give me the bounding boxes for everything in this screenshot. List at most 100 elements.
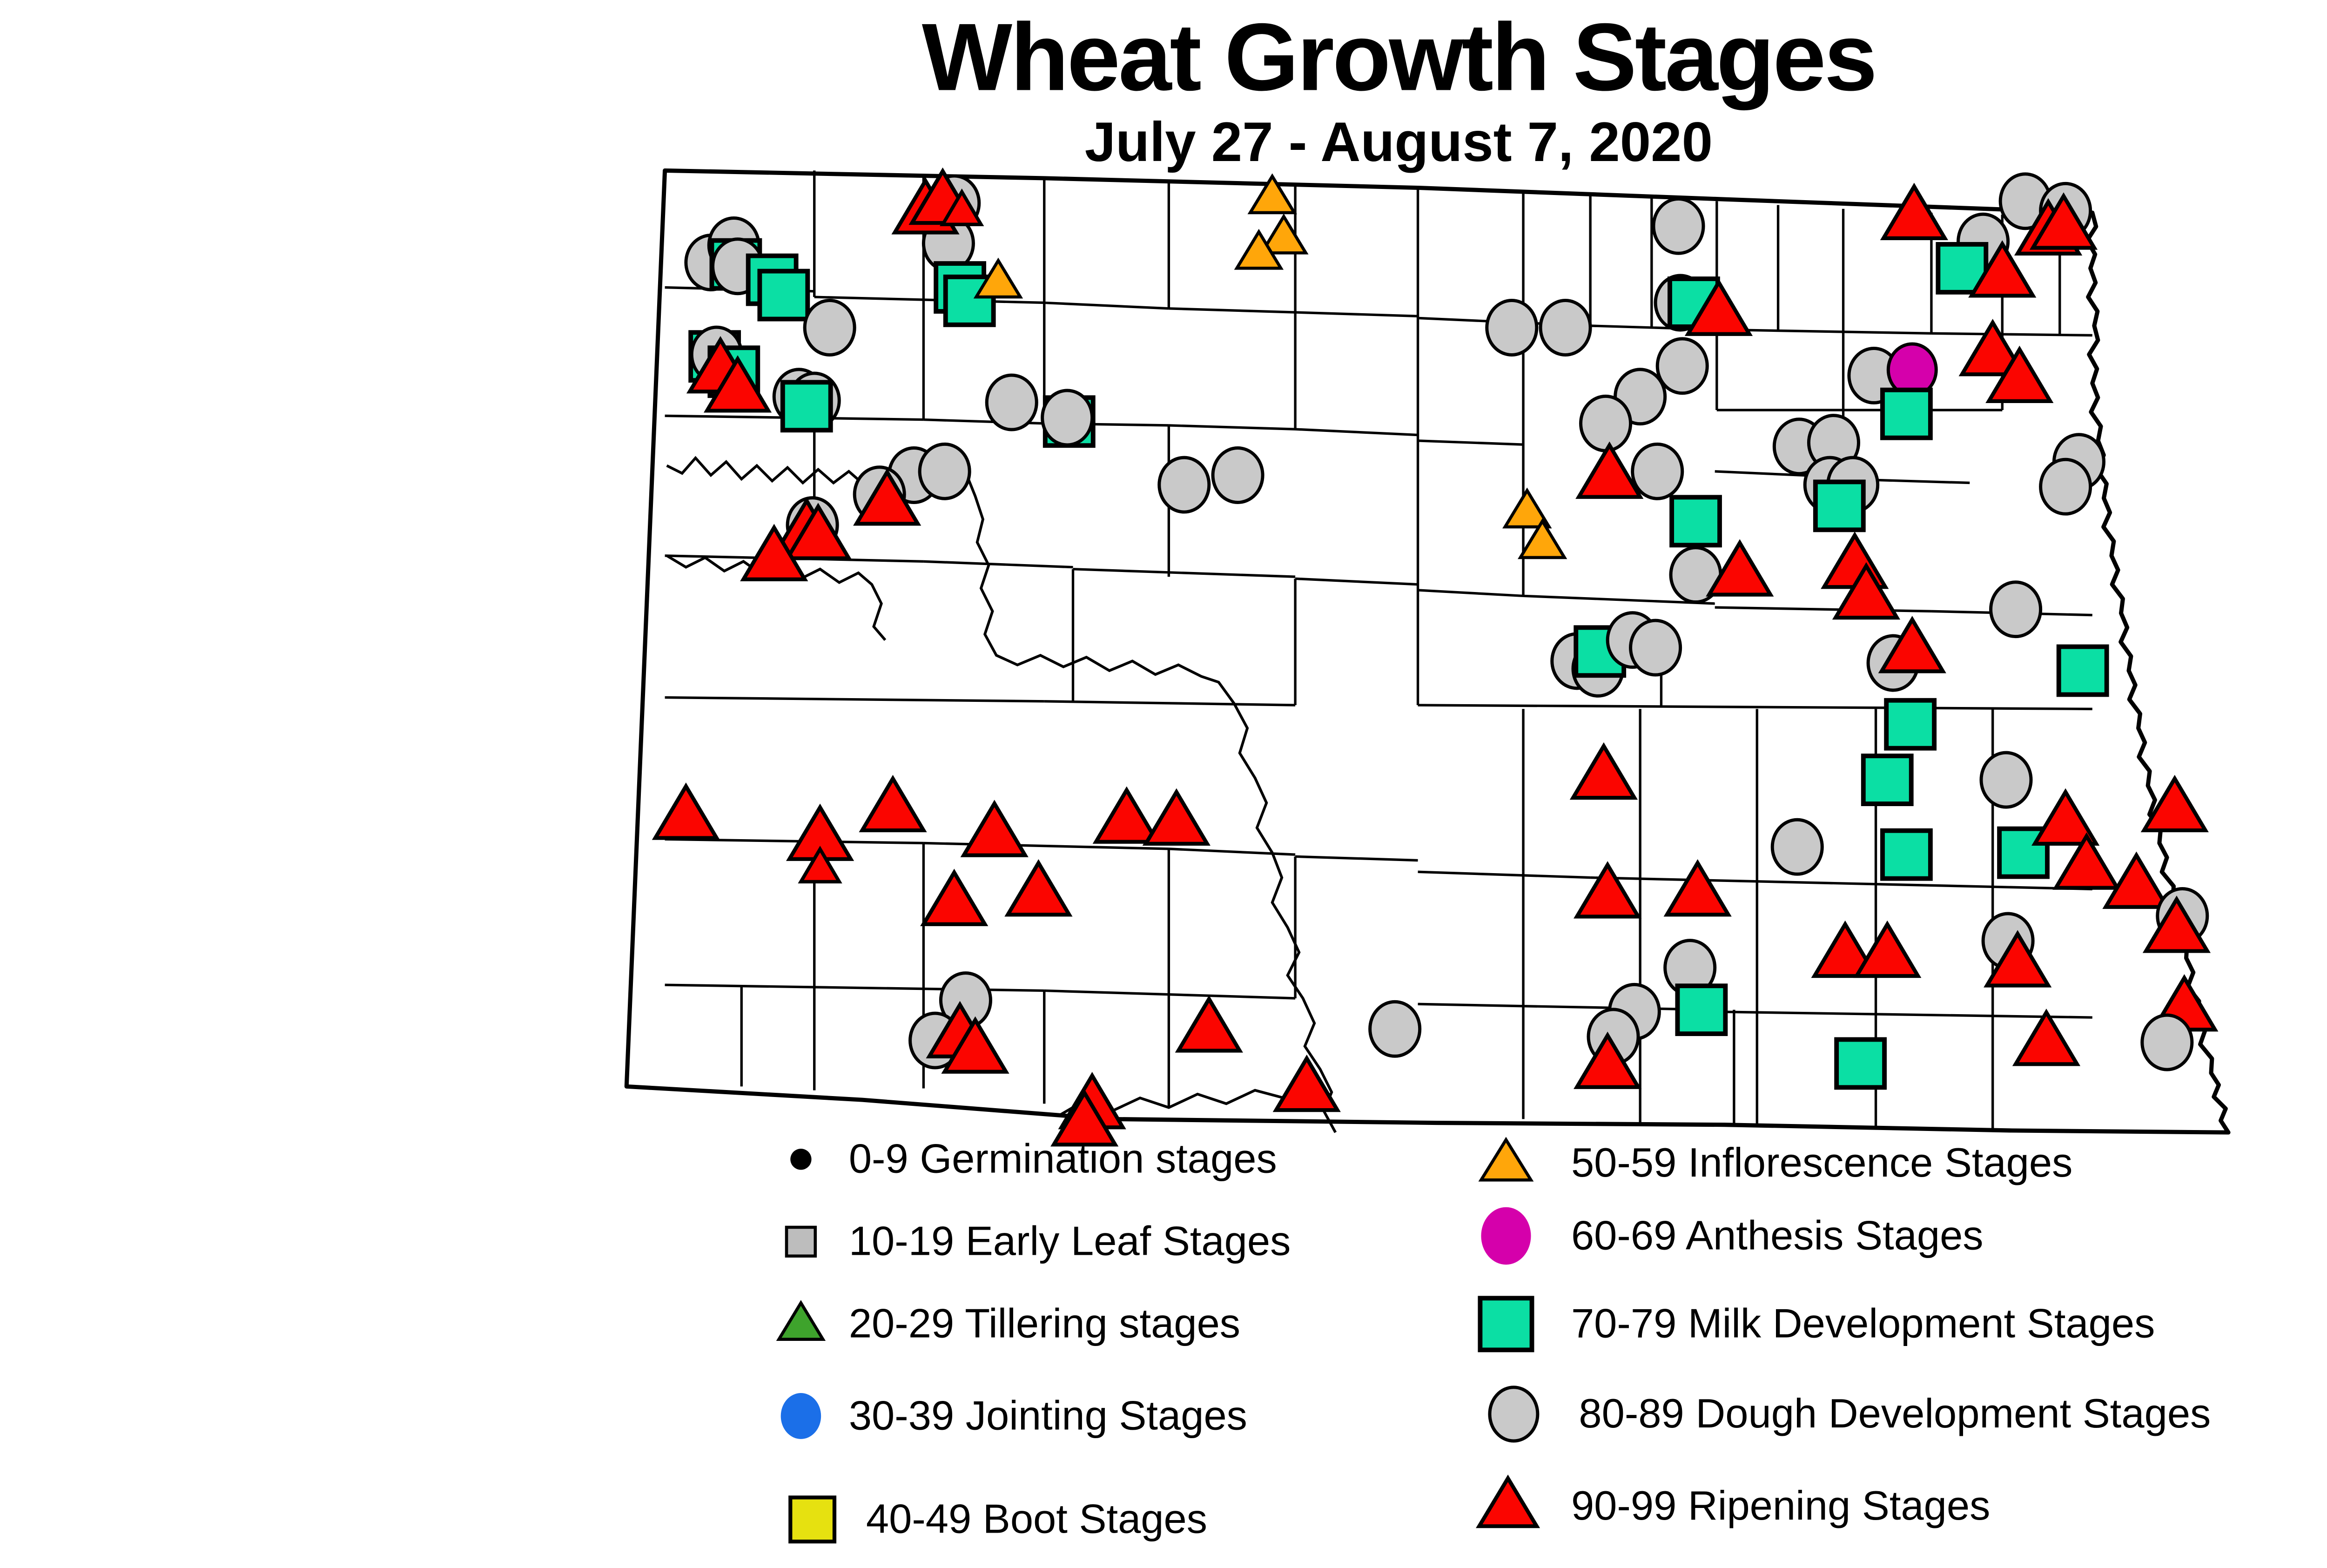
ripening-triangle-small-marker <box>940 188 984 226</box>
ripening-triangle-marker <box>784 503 853 560</box>
ripening-triangle-marker <box>1984 930 2052 988</box>
dough-circle-marker <box>1979 751 2033 809</box>
ripening-triangle-marker <box>1004 859 1073 917</box>
legend-markers <box>776 1137 1540 1544</box>
milk-square-marker <box>1675 983 1728 1036</box>
ripening-triangle-marker <box>1050 1089 1119 1147</box>
legend-anthesis-circle-icon <box>1481 1207 1531 1265</box>
ripening-triangle-marker <box>2029 192 2098 250</box>
ripening-triangle-marker <box>1684 278 1753 336</box>
ripening-triangle-marker <box>1985 345 2054 403</box>
ripening-triangle-marker <box>1575 441 1644 499</box>
legend-ripening-triangle-icon <box>1476 1474 1540 1528</box>
dough-circle-marker <box>2140 1013 2194 1071</box>
dough-circle-marker <box>1579 394 1633 452</box>
ripening-triangle-marker <box>1958 318 2027 377</box>
milk-square-marker <box>1861 754 1914 807</box>
inflorescence-triangle-marker <box>1517 518 1567 559</box>
ripening-triangle-marker <box>960 800 1029 857</box>
growth-stage-markers <box>652 167 2219 1147</box>
ripening-triangle-marker <box>2031 788 2100 846</box>
ripening-triangle-marker <box>1092 786 1161 844</box>
ripening-triangle-marker <box>1574 1031 1642 1089</box>
ripening-triangle-marker <box>1968 240 2037 298</box>
inflorescence-triangle-marker <box>1247 173 1297 215</box>
ripening-triangle-marker <box>1853 920 1922 978</box>
legend-label-germination: 0-9 Germination stages <box>849 1136 1277 1182</box>
ripening-triangle-marker <box>652 782 720 840</box>
legend-label-milk: 70-79 Milk Development Stages <box>1571 1300 2155 1346</box>
ripening-triangle-marker <box>1569 742 1638 800</box>
inflorescence-triangle-marker <box>973 257 1023 299</box>
dough-circle-marker <box>1211 446 1264 504</box>
ripening-triangle-small-marker <box>798 846 842 884</box>
legend-label-boot: 40-49 Boot Stages <box>866 1496 1207 1542</box>
dough-circle-marker <box>803 299 856 357</box>
date-range-subtitle: July 27 - August 7, 2020 <box>1084 112 1713 174</box>
legend-inflorescence-triangle-icon <box>1478 1137 1534 1182</box>
dough-circle-marker <box>1485 299 1539 357</box>
dough-circle-marker <box>1629 619 1682 677</box>
dough-circle-marker <box>1041 389 1094 447</box>
inflorescence-triangle-marker <box>1259 213 1309 255</box>
ripening-triangle-marker <box>853 468 921 526</box>
county-borders <box>665 170 2092 1131</box>
ripening-triangle-marker <box>2142 895 2211 953</box>
ripening-triangle-marker <box>2102 851 2171 909</box>
legend-label-dough: 80-89 Dough Development Stages <box>1579 1390 2211 1436</box>
milk-square-marker <box>1813 479 1866 532</box>
ripening-triangle-marker <box>920 868 989 926</box>
milk-square-marker <box>2056 644 2109 697</box>
milk-square-marker <box>780 380 833 433</box>
legend-milk-square-icon <box>1478 1296 1534 1353</box>
inflorescence-triangle-marker <box>1234 229 1284 270</box>
ripening-triangle-marker <box>1832 562 1901 620</box>
ripening-triangle-marker <box>740 524 808 581</box>
dough-circle-marker <box>2039 458 2092 516</box>
ripening-triangle-marker <box>1142 788 1211 846</box>
dough-circle-marker <box>1368 1000 1422 1058</box>
ripening-triangle-marker <box>2012 1009 2081 1066</box>
inflorescence-triangle-marker <box>1502 487 1552 529</box>
dough-circle-marker <box>1770 818 1824 876</box>
legend-label-tillering: 20-29 Tillering stages <box>849 1300 1240 1346</box>
dough-circle-marker <box>1631 442 1684 500</box>
ripening-triangle-marker <box>703 355 772 413</box>
dough-circle-marker <box>1989 580 2043 639</box>
milk-square-marker <box>1880 387 1933 440</box>
legend-dough-circle-icon <box>1488 1386 1540 1443</box>
milk-square-marker <box>757 269 810 322</box>
ripening-triangle-marker <box>1574 861 1642 919</box>
legend-tillering-triangle-icon <box>776 1300 826 1341</box>
dough-circle-marker <box>1157 456 1211 514</box>
ripening-triangle-marker <box>1878 616 1946 673</box>
dough-circle-marker <box>1655 337 1709 395</box>
legend-label-inflorescence: 50-59 Inflorescence Stages <box>1571 1139 2072 1185</box>
dough-circle-marker <box>1539 299 1592 357</box>
legend-label-early-leaf: 10-19 Early Leaf Stages <box>849 1218 1291 1264</box>
legend-germination-dot-icon <box>790 1149 812 1170</box>
legend: 0-9 Germination stages 10-19 Early Leaf … <box>776 1136 2211 1544</box>
ripening-triangle-marker <box>1175 995 1243 1053</box>
legend-label-ripening: 90-99 Ripening Stages <box>1571 1482 1990 1528</box>
milk-square-marker <box>1834 1037 1887 1090</box>
page-title: Wheat Growth Stages <box>921 4 1877 111</box>
ripening-triangle-marker <box>859 774 927 833</box>
legend-jointing-circle-icon <box>780 1393 821 1439</box>
dough-circle-marker <box>985 373 1038 431</box>
legend-early-leaf-square-icon <box>785 1225 817 1258</box>
milk-square-marker <box>1884 698 1937 751</box>
ripening-triangle-marker <box>1663 859 1732 917</box>
ripening-triangle-marker <box>2052 832 2121 890</box>
ripening-triangle-marker <box>1880 182 1948 241</box>
title-block: Wheat Growth Stages July 27 - August 7, … <box>0 7 2327 175</box>
milk-square-marker <box>1880 828 1933 881</box>
legend-label-jointing: 30-39 Jointing Stages <box>849 1392 1247 1438</box>
ripening-triangle-marker <box>1272 1054 1341 1112</box>
milk-square-marker <box>1669 495 1722 548</box>
dough-circle-marker <box>918 442 971 500</box>
ripening-triangle-marker <box>941 1016 1009 1074</box>
ripening-triangle-marker <box>1706 539 1774 597</box>
